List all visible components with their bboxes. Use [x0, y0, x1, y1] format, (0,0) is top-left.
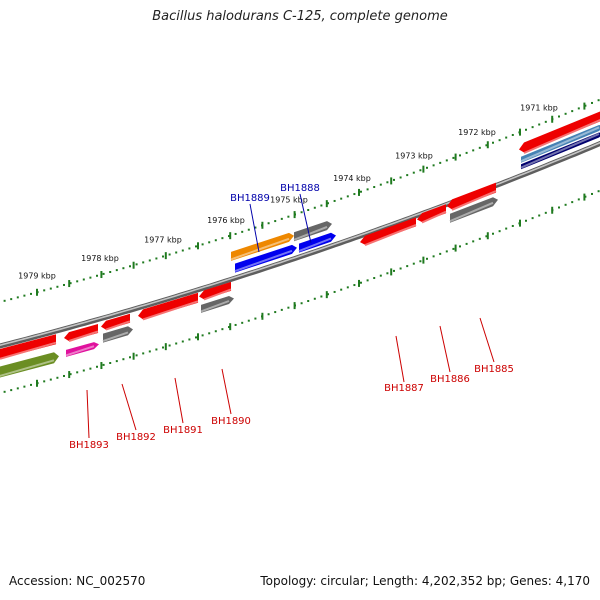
scale-label-kbp: 1977 kbp — [144, 235, 182, 244]
gene-label: BH1885 — [474, 364, 514, 375]
gene-arrow-highlight — [0, 341, 57, 360]
gene-arrow-highlight — [293, 225, 328, 241]
gene-arrow-highlight — [105, 320, 131, 331]
gene-arrow-highlight — [520, 132, 600, 169]
gene-arrow — [519, 111, 600, 153]
gene-arrow — [447, 182, 496, 210]
gene-arrow-highlight — [298, 237, 332, 253]
gene-label-leader — [249, 203, 260, 253]
gene-arrow-highlight — [68, 330, 99, 342]
scale-label-kbp: 1974 kbp — [333, 174, 371, 183]
gene-arrow-highlight — [230, 237, 290, 261]
gene-label-leader — [86, 389, 90, 439]
scale-label-kbp: 1971 kbp — [520, 104, 558, 113]
gene-arrow-highlight — [520, 126, 600, 163]
gene-arrow — [0, 334, 56, 359]
map-title: Bacillus halodurans C-125, complete geno… — [152, 9, 448, 24]
scale-label-kbp: 1975 kbp — [270, 195, 308, 204]
gene-label-leader — [439, 325, 451, 373]
gene-label: BH1888 — [280, 183, 320, 194]
gene-label-leader — [174, 377, 184, 424]
scale-label-kbp: 1972 kbp — [458, 128, 496, 137]
gene-arrow-highlight — [451, 190, 497, 211]
gene-arrow-highlight — [65, 345, 95, 357]
gene-arrow-highlight — [364, 223, 417, 247]
gene-label: BH1892 — [116, 432, 156, 443]
gene-arrow — [101, 313, 130, 330]
gene-arrow-highlight — [449, 201, 494, 223]
gene-arrow — [64, 324, 98, 342]
gene-label-leader — [299, 193, 312, 244]
gene-arrow-highlight — [0, 359, 55, 377]
gene-arrow-highlight — [142, 300, 199, 321]
gene-arrow-highlight — [203, 288, 232, 301]
gene-label-leader — [479, 317, 495, 363]
gene-label: BH1893 — [69, 440, 109, 451]
gene-arrow — [199, 281, 231, 300]
backbone-highlight — [0, 141, 600, 347]
scale-label-kbp: 1976 kbp — [207, 216, 245, 225]
gene-label: BH1887 — [384, 383, 424, 394]
gene-arrow — [138, 292, 198, 320]
gene-label: BH1886 — [430, 374, 470, 385]
gene-arrow-highlight — [200, 300, 230, 313]
scale-label-kbp: 1978 kbp — [81, 254, 119, 263]
scale-label-kbp: 1973 kbp — [395, 152, 433, 161]
gene-arrow-highlight — [421, 210, 447, 224]
gene-arrow-highlight — [234, 249, 293, 273]
gene-label-leader — [395, 335, 405, 383]
gene-arrow — [417, 204, 446, 223]
accession-text: Accession: NC_002570 — [9, 574, 146, 588]
gene-arrow-highlight — [523, 119, 600, 154]
scale-label-kbp: 1979 kbp — [18, 271, 56, 280]
gene-label: BH1890 — [211, 416, 251, 427]
gene-label-leader — [221, 368, 232, 415]
gene-label: BH1889 — [230, 193, 270, 204]
gene-arrow-highlight — [102, 331, 129, 343]
gene-label: BH1891 — [163, 425, 203, 436]
gene-label-leader — [121, 383, 137, 431]
topology-summary-text: Topology: circular; Length: 4,202,352 bp… — [260, 574, 590, 588]
gene-arrow — [360, 217, 416, 245]
